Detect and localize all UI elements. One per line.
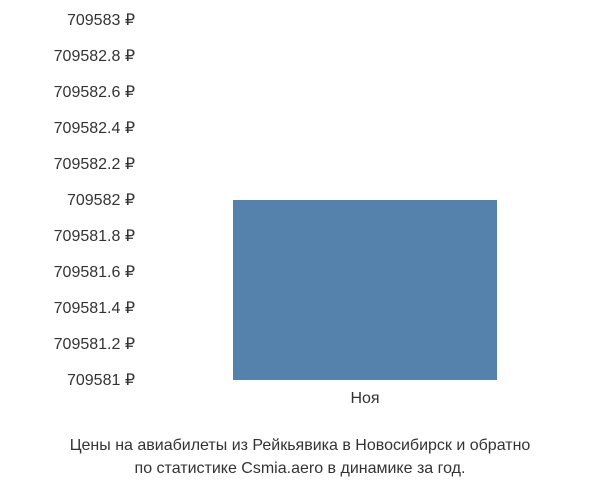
caption-line-2: по статистике Csmia.aero в динамике за г… xyxy=(135,460,466,477)
caption-line-1: Цены на авиабилеты из Рейкьявика в Новос… xyxy=(70,437,531,454)
y-tick-label: 709581 ₽ xyxy=(0,370,135,390)
y-axis: 709583 ₽709582.8 ₽709582.6 ₽709582.4 ₽70… xyxy=(0,20,140,380)
y-tick-label: 709581.2 ₽ xyxy=(0,334,135,354)
x-tick-label: Ноя xyxy=(350,390,379,408)
y-tick-label: 709582.6 ₽ xyxy=(0,82,135,102)
chart-caption: Цены на авиабилеты из Рейкьявика в Новос… xyxy=(0,435,600,480)
y-tick-label: 709582.4 ₽ xyxy=(0,118,135,138)
chart-container: 709583 ₽709582.8 ₽709582.6 ₽709582.4 ₽70… xyxy=(0,20,600,420)
y-tick-label: 709581.8 ₽ xyxy=(0,226,135,246)
bar xyxy=(233,200,497,380)
y-tick-label: 709581.6 ₽ xyxy=(0,262,135,282)
y-tick-label: 709582.2 ₽ xyxy=(0,154,135,174)
plot-area: Ноя xyxy=(145,20,585,380)
y-tick-label: 709582.8 ₽ xyxy=(0,46,135,66)
y-tick-label: 709583 ₽ xyxy=(0,10,135,30)
y-tick-label: 709581.4 ₽ xyxy=(0,298,135,318)
y-tick-label: 709582 ₽ xyxy=(0,190,135,210)
